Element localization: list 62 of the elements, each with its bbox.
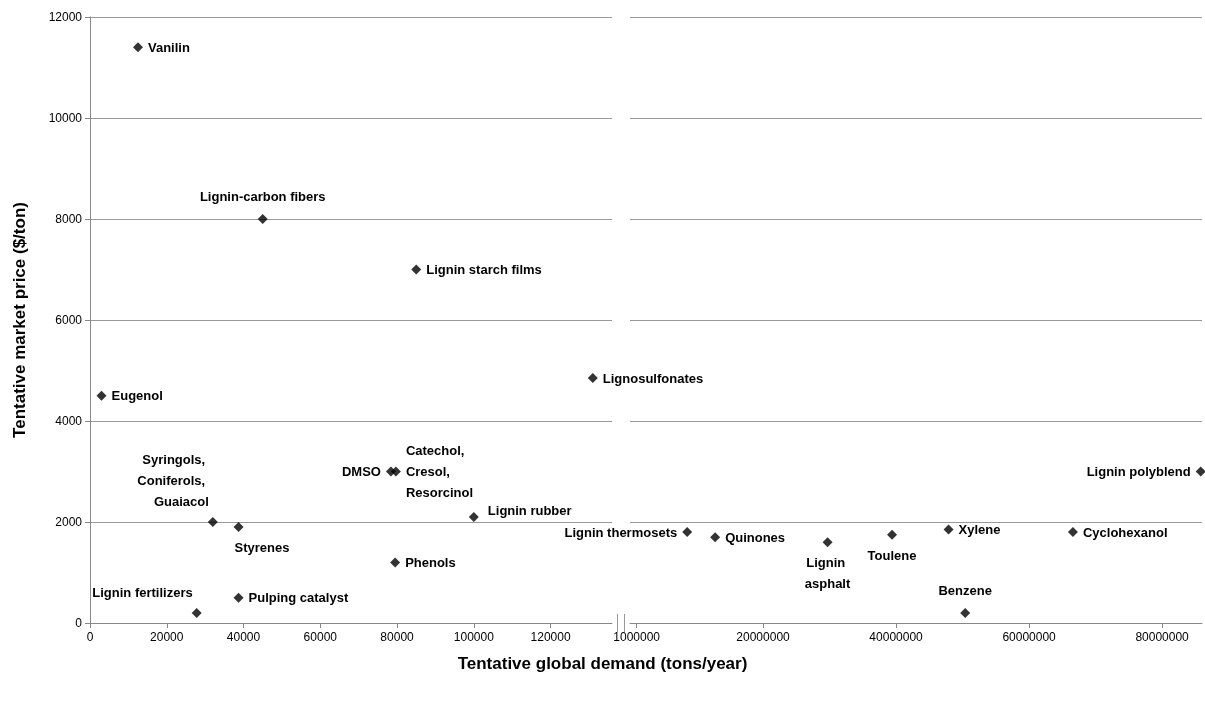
annotation: DMSO <box>341 464 381 479</box>
point <box>257 214 268 224</box>
point <box>207 517 218 527</box>
annotation: Lignosulfonates <box>602 370 704 386</box>
x-tick-label: 1000000 <box>613 630 661 644</box>
point <box>943 524 954 535</box>
x-tick-label: 40000 <box>226 630 261 644</box>
y-tick-label: 4000 <box>55 414 83 428</box>
annotation: Pulping catalyst <box>248 590 349 606</box>
x-tick-label: 60000000 <box>1002 630 1057 644</box>
x-tick-label: 80000 <box>380 630 415 644</box>
point <box>1195 466 1205 477</box>
point <box>960 607 971 618</box>
annotation: Phenols <box>405 554 456 570</box>
point <box>191 607 202 618</box>
y-tick-label: 10000 <box>48 111 83 125</box>
x-tick-label: 20000000 <box>736 630 791 644</box>
x-tick-label: 0 <box>86 630 94 644</box>
point <box>710 532 721 543</box>
annotation: Eugenol <box>111 388 163 404</box>
point <box>822 537 833 548</box>
annotation: Lignin fertilizers <box>92 584 193 600</box>
point <box>390 466 401 477</box>
x-tick-label: 100000 <box>453 630 495 644</box>
annotation: Toulene <box>867 547 917 563</box>
x-tick-label: 20000 <box>150 630 184 644</box>
x-tick-label: 60000 <box>303 630 338 644</box>
annotation: Lignin polyblend <box>1086 464 1191 479</box>
point <box>587 373 598 384</box>
point <box>96 390 107 401</box>
y-tick-label: 12000 <box>48 10 83 24</box>
annotation: Cyclohexanol <box>1082 524 1168 540</box>
x-tick-label: 40000000 <box>869 630 924 644</box>
annotation: Lignin asphalt <box>804 555 851 592</box>
point <box>132 42 143 53</box>
x-tick-label: 120000 <box>530 630 571 644</box>
y-tick-label: 2000 <box>55 515 83 529</box>
point <box>233 522 244 533</box>
y-tick-label: 8000 <box>55 212 83 226</box>
point <box>682 527 693 538</box>
annotation: Vanilin <box>147 39 190 55</box>
point <box>887 529 898 540</box>
annotation: Syringols, Coniferols, Guaiacol <box>137 452 209 509</box>
annotation: Lignin-carbon fibers <box>199 189 326 204</box>
annotation: Quinones <box>725 529 786 545</box>
annotation: Styrenes <box>234 540 290 556</box>
annotation: Lignin thermosets <box>564 524 678 540</box>
annotation: Lignin starch films <box>426 262 542 277</box>
y-tick-label: 0 <box>75 616 83 630</box>
point <box>233 592 244 603</box>
point <box>411 264 422 275</box>
point <box>390 557 401 568</box>
annotation: Benzene <box>938 582 992 598</box>
point <box>1067 527 1078 538</box>
x-tick-label: 80000000 <box>1135 630 1190 644</box>
annotation: Catechol, Cresol, Resorcinol <box>405 443 474 500</box>
point <box>468 511 479 522</box>
y-tick-label: 6000 <box>55 313 83 327</box>
y-axis-title: Tentative market price ($/ton) <box>10 202 29 438</box>
x-axis-title: Tentative global demand (tons/year) <box>457 654 748 673</box>
annotation: Lignin rubber <box>487 503 572 519</box>
annotation: Xylene <box>958 522 1001 538</box>
